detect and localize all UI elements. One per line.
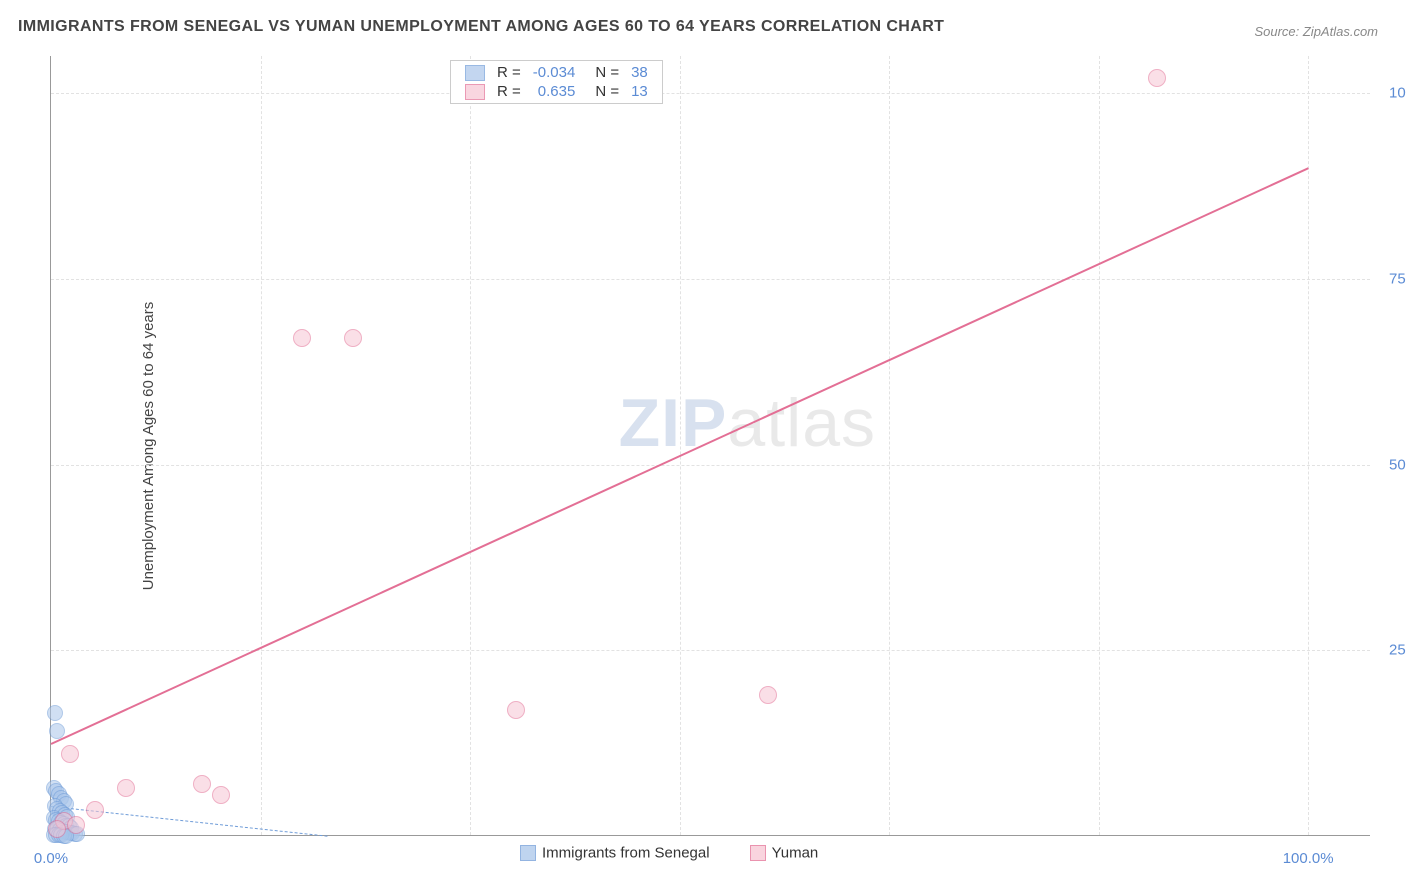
legend-series-label: Immigrants from Senegal xyxy=(542,845,710,862)
data-point xyxy=(117,779,135,797)
data-point xyxy=(61,745,79,763)
watermark-part1: ZIP xyxy=(619,385,728,461)
chart-title: IMMIGRANTS FROM SENEGAL VS YUMAN UNEMPLO… xyxy=(18,18,944,36)
source-label: Source: ZipAtlas.com xyxy=(1254,24,1378,39)
data-point xyxy=(212,786,230,804)
legend-series-label: Yuman xyxy=(772,845,819,862)
data-point xyxy=(344,329,362,347)
legend-swatch xyxy=(465,84,485,100)
legend-series: Immigrants from Senegal Yuman xyxy=(520,844,818,862)
data-point xyxy=(86,801,104,819)
y-tick-label: 25.0% xyxy=(1389,642,1406,659)
gridline-horizontal xyxy=(51,93,1370,94)
legend-swatch xyxy=(465,65,485,81)
data-point xyxy=(507,701,525,719)
gridline-vertical xyxy=(261,56,262,835)
x-tick-label: 100.0% xyxy=(1283,850,1334,867)
gridline-horizontal xyxy=(51,465,1370,466)
data-point xyxy=(759,686,777,704)
plot-area: ZIPatlas 25.0%50.0%75.0%100.0%0.0%100.0% xyxy=(50,56,1370,836)
y-tick-label: 75.0% xyxy=(1389,270,1406,287)
legend-swatch xyxy=(520,845,536,861)
legend-stats: R =-0.034N =38R =0.635N =13 xyxy=(450,60,663,104)
data-point xyxy=(47,705,63,721)
data-point xyxy=(48,820,66,838)
y-tick-label: 100.0% xyxy=(1389,85,1406,102)
data-point xyxy=(293,329,311,347)
data-point xyxy=(49,723,65,739)
gridline-horizontal xyxy=(51,279,1370,280)
gridline-vertical xyxy=(680,56,681,835)
data-point xyxy=(1148,69,1166,87)
gridline-vertical xyxy=(1099,56,1100,835)
data-point xyxy=(67,816,85,834)
y-tick-label: 50.0% xyxy=(1389,456,1406,473)
x-tick-label: 0.0% xyxy=(34,850,68,867)
gridline-vertical xyxy=(470,56,471,835)
data-point xyxy=(193,775,211,793)
legend-swatch xyxy=(750,845,766,861)
gridline-vertical xyxy=(1308,56,1309,835)
gridline-vertical xyxy=(889,56,890,835)
